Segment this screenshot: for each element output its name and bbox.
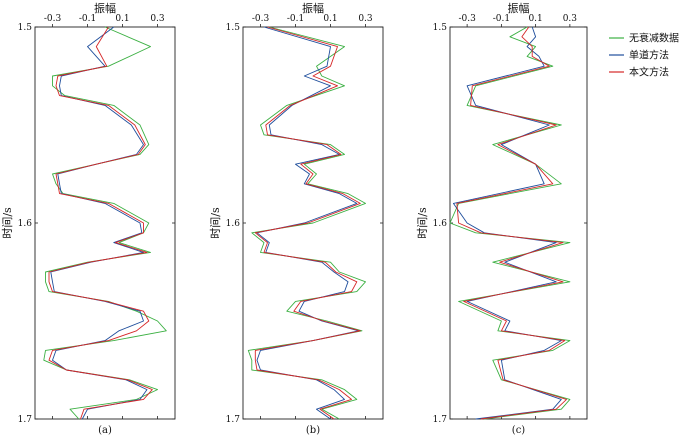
x-tick-label: 0.3 xyxy=(150,14,165,24)
x-tick-label: 0.3 xyxy=(358,14,373,24)
x-tick-label: 0.1 xyxy=(323,14,337,24)
x-tick-label: 0.1 xyxy=(115,14,129,24)
x-tick-label: -0.1 xyxy=(79,14,96,24)
series-line-单道方法 xyxy=(256,26,359,420)
y-tick-label: 1.6 xyxy=(226,219,241,229)
y-tick-label: 1.5 xyxy=(18,23,33,33)
y-tick-label: 1.5 xyxy=(433,23,448,33)
y-tick-label: 1.5 xyxy=(226,23,241,33)
series-line-本文方法 xyxy=(48,26,153,420)
x-tick-label: 0.3 xyxy=(563,14,578,24)
plot-frame xyxy=(449,26,588,420)
y-tick-label: 1.6 xyxy=(18,219,33,229)
legend-label: 无衰减数据 xyxy=(629,32,679,45)
y-axis-title: 时间/s xyxy=(1,207,14,239)
x-tick-label: -0.1 xyxy=(493,14,510,24)
y-tick-label: 1.7 xyxy=(226,415,241,425)
legend-label: 单道方法 xyxy=(629,49,669,62)
y-tick-label: 1.7 xyxy=(433,415,448,425)
x-axis-title: 振幅 xyxy=(302,1,324,15)
x-tick-label: -0.3 xyxy=(44,14,62,24)
series-line-本文方法 xyxy=(456,26,567,420)
series-line-无衰减数据 xyxy=(247,26,366,420)
y-axis-title: 时间/s xyxy=(209,207,222,239)
x-tick-label: -0.1 xyxy=(287,14,304,24)
y-tick-label: 1.6 xyxy=(433,219,448,229)
panel-label: (c) xyxy=(512,425,526,436)
panel-label: (a) xyxy=(98,425,112,436)
series-line-单道方法 xyxy=(452,26,562,420)
x-tick-label: -0.3 xyxy=(458,14,476,24)
x-tick-label: 0.1 xyxy=(528,14,542,24)
series-line-无衰减数据 xyxy=(43,26,167,420)
x-axis-title: 振幅 xyxy=(94,1,116,15)
y-axis-title: 时间/s xyxy=(416,207,429,239)
series-line-本文方法 xyxy=(254,26,361,420)
x-axis-title: 振幅 xyxy=(508,1,530,15)
panel-label: (b) xyxy=(306,425,320,436)
y-tick-label: 1.7 xyxy=(18,415,33,425)
series-line-单道方法 xyxy=(50,26,148,420)
x-tick-label: -0.3 xyxy=(252,14,270,24)
legend-label: 本文方法 xyxy=(629,66,669,79)
